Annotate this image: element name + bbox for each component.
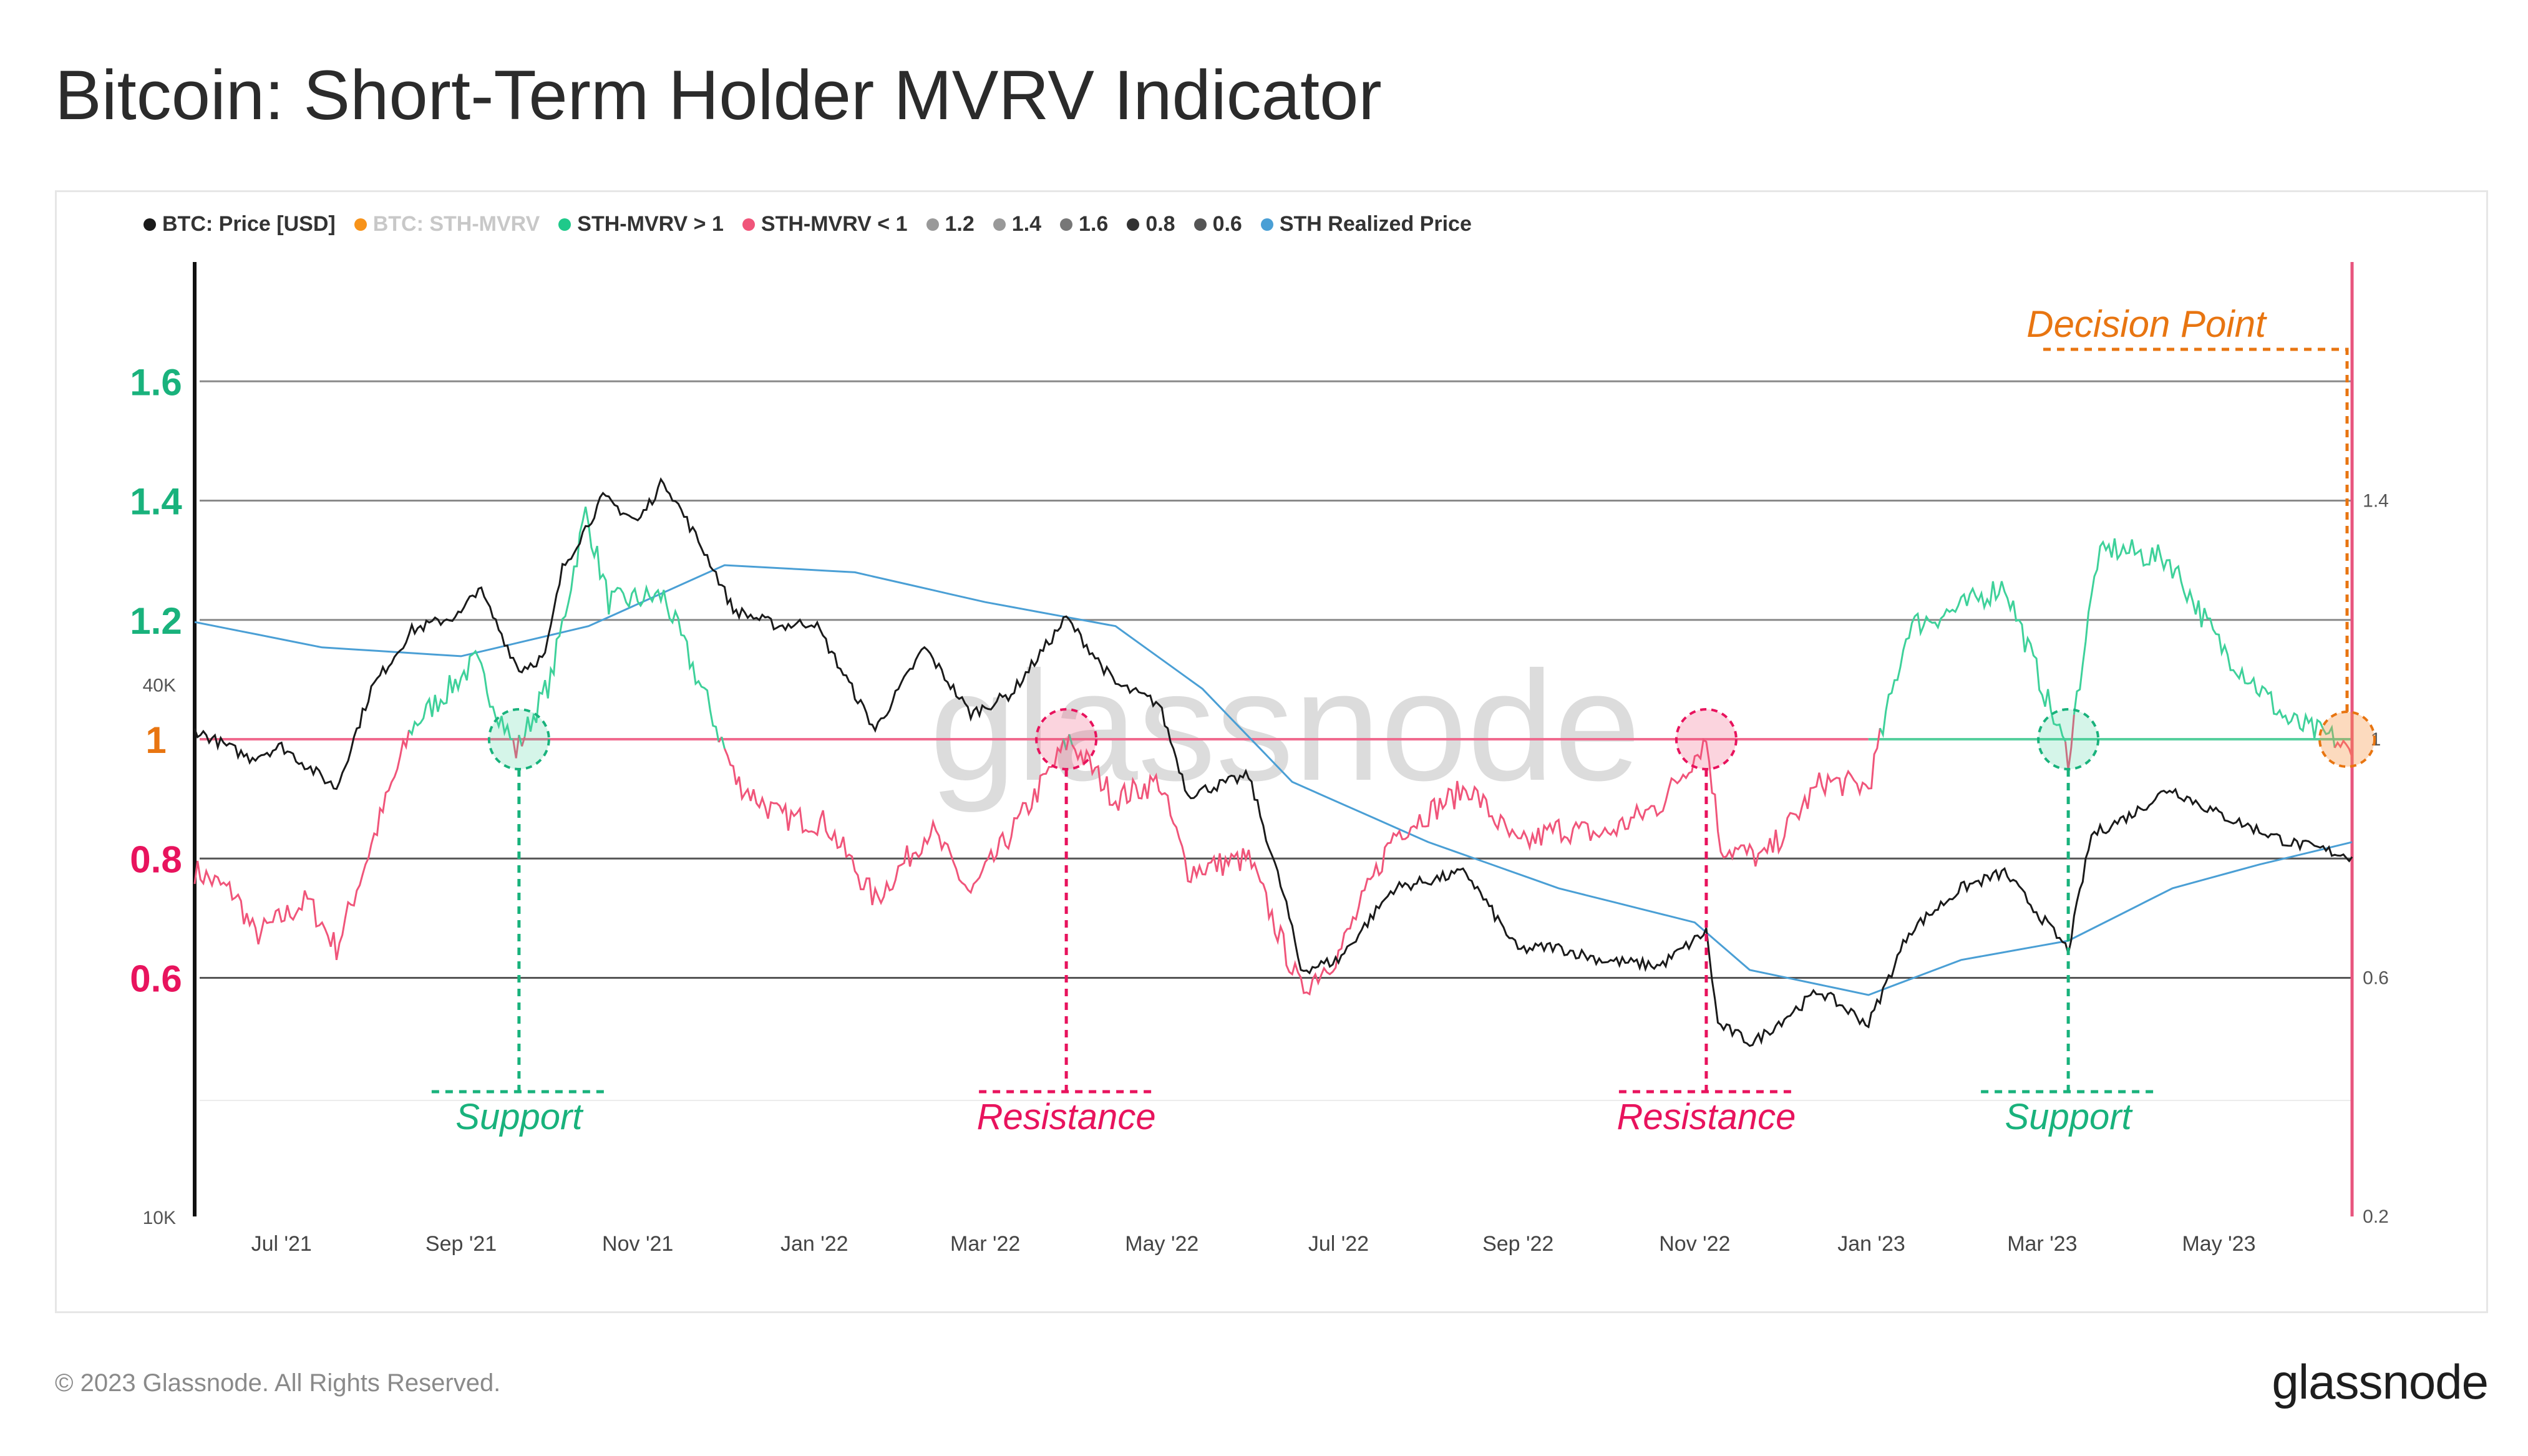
price-tick-label: 40K <box>143 675 176 696</box>
series-line-sth-mvrv-below-1 <box>193 730 410 961</box>
legend-dot-icon <box>742 218 755 231</box>
legend-item[interactable]: STH Realized Price <box>1260 212 1472 236</box>
annotation-circle <box>2037 708 2100 770</box>
legend-label: 1.6 <box>1079 212 1109 236</box>
x-tick-label: Nov '22 <box>1659 1232 1730 1256</box>
mvrv-level-label: 1.6 <box>130 361 182 403</box>
x-tick-label: Mar '22 <box>950 1232 1020 1256</box>
x-tick-label: Mar '23 <box>2007 1232 2077 1256</box>
annotation-label: Decision Point <box>2026 303 2267 345</box>
chart-frame <box>55 190 2488 1313</box>
series-line-sth-mvrv-above-1 <box>518 734 523 747</box>
series-line-sth-mvrv-below-1 <box>1071 727 1881 996</box>
legend-label: STH-MVRV < 1 <box>761 212 908 236</box>
decision-point-leader <box>2040 347 2349 712</box>
watermark-text: glassnode <box>930 639 1641 813</box>
series-line-sth-mvrv-above-1 <box>721 736 726 749</box>
series-line-sth-mvrv-below-1 <box>512 734 520 759</box>
legend-item[interactable]: STH-MVRV > 1 <box>558 212 724 236</box>
x-tick-label: Jul '21 <box>251 1232 312 1256</box>
legend-item[interactable]: BTC: Price [USD] <box>143 212 336 236</box>
legend-label: 0.6 <box>1212 212 1242 236</box>
series-line-sth-mvrv-above-1 <box>1068 734 1073 745</box>
legend-dot-icon <box>1060 218 1073 231</box>
annotation-label: Support <box>2005 1097 2134 1137</box>
decision-point-marker <box>2318 711 2376 768</box>
series-line-sth-mvrv-below-1 <box>2064 714 2075 770</box>
x-tick-label: Jan '22 <box>780 1232 848 1256</box>
annotation-label: Resistance <box>1616 1097 1796 1137</box>
series-line-sth-realized-price <box>194 564 2353 996</box>
legend-label: BTC: Price [USD] <box>162 212 336 236</box>
series-line-sth-mvrv-below-1 <box>1065 734 1071 750</box>
mvrv-level-label: 1.4 <box>130 481 182 523</box>
legend-dot-icon <box>926 218 939 231</box>
legend-label: 0.8 <box>1145 212 1175 236</box>
legend-item[interactable]: 0.6 <box>1194 212 1242 236</box>
x-tick-label: Jul '22 <box>1308 1232 1369 1256</box>
series-line-sth-mvrv-above-1 <box>1879 581 2066 742</box>
legend-item[interactable]: STH-MVRV < 1 <box>742 212 908 236</box>
legend-dot-icon <box>558 218 571 231</box>
copyright-text: © 2023 Glassnode. All Rights Reserved. <box>55 1369 501 1397</box>
chart-legend: BTC: Price [USD] BTC: STH-MVRV STH-MVRV > … <box>143 212 1472 236</box>
price-tick-label: 10K <box>143 1208 176 1228</box>
legend-item[interactable]: 0.8 <box>1127 212 1175 236</box>
series-line-sth-mvrv-below-1 <box>2333 739 2353 758</box>
series-line-sth-mvrv-below-1 <box>521 736 526 747</box>
series-line-sth-mvrv-above-1 <box>523 507 720 743</box>
mvrv-level-label: 0.8 <box>130 838 182 880</box>
legend-item[interactable]: 1.6 <box>1060 212 1108 236</box>
annotation-circle <box>487 708 550 770</box>
x-tick-label: Jan '23 <box>1837 1232 1905 1256</box>
page-title: Bitcoin: Short-Term Holder MVRV Indicato… <box>55 56 1382 134</box>
legend-label: STH-MVRV > 1 <box>577 212 724 236</box>
series-line-btc-price <box>193 477 2353 1047</box>
brand-logo: glassnode <box>2272 1354 2489 1409</box>
legend-label: BTC: STH-MVRV <box>372 212 540 236</box>
annotation-circle <box>1675 708 1738 770</box>
mvrv-tick-label: 0.2 <box>2363 1206 2389 1227</box>
legend-dot-icon <box>993 218 1006 231</box>
legend-label: 1.2 <box>945 212 975 236</box>
mvrv-level-label: 0.6 <box>130 958 182 1000</box>
legend-dot-icon <box>1260 218 1273 231</box>
mvrv-level-label: 1.2 <box>130 600 182 642</box>
series-line-sth-mvrv-above-1 <box>408 649 514 741</box>
legend-dot-icon <box>1194 218 1207 231</box>
legend-label: 1.4 <box>1011 212 1042 236</box>
legend-dot-icon <box>143 218 156 231</box>
legend-dot-icon <box>354 218 367 231</box>
x-tick-label: May '22 <box>1125 1232 1198 1256</box>
annotation-label: Support <box>455 1097 584 1137</box>
mvrv-level-label: 1 <box>145 719 166 761</box>
annotation-circle <box>1035 708 1098 770</box>
legend-item[interactable]: 1.2 <box>926 212 975 236</box>
series-line-sth-mvrv-below-1 <box>724 738 1064 906</box>
legend-item[interactable]: BTC: STH-MVRV <box>354 212 540 236</box>
mvrv-tick-label: 0.6 <box>2363 968 2389 989</box>
x-tick-label: Sep '22 <box>1482 1232 1553 1256</box>
mvrv-tick-label: 1.4 <box>2363 491 2389 512</box>
x-tick-label: May '23 <box>2182 1232 2255 1256</box>
legend-dot-icon <box>1127 218 1140 231</box>
x-tick-label: Nov '21 <box>602 1232 673 1256</box>
x-tick-label: Sep '21 <box>425 1232 497 1256</box>
legend-item[interactable]: 1.4 <box>993 212 1041 236</box>
legend-label: STH Realized Price <box>1279 212 1472 236</box>
annotation-label: Resistance <box>977 1097 1156 1137</box>
series-line-sth-mvrv-above-1 <box>2073 538 2336 748</box>
